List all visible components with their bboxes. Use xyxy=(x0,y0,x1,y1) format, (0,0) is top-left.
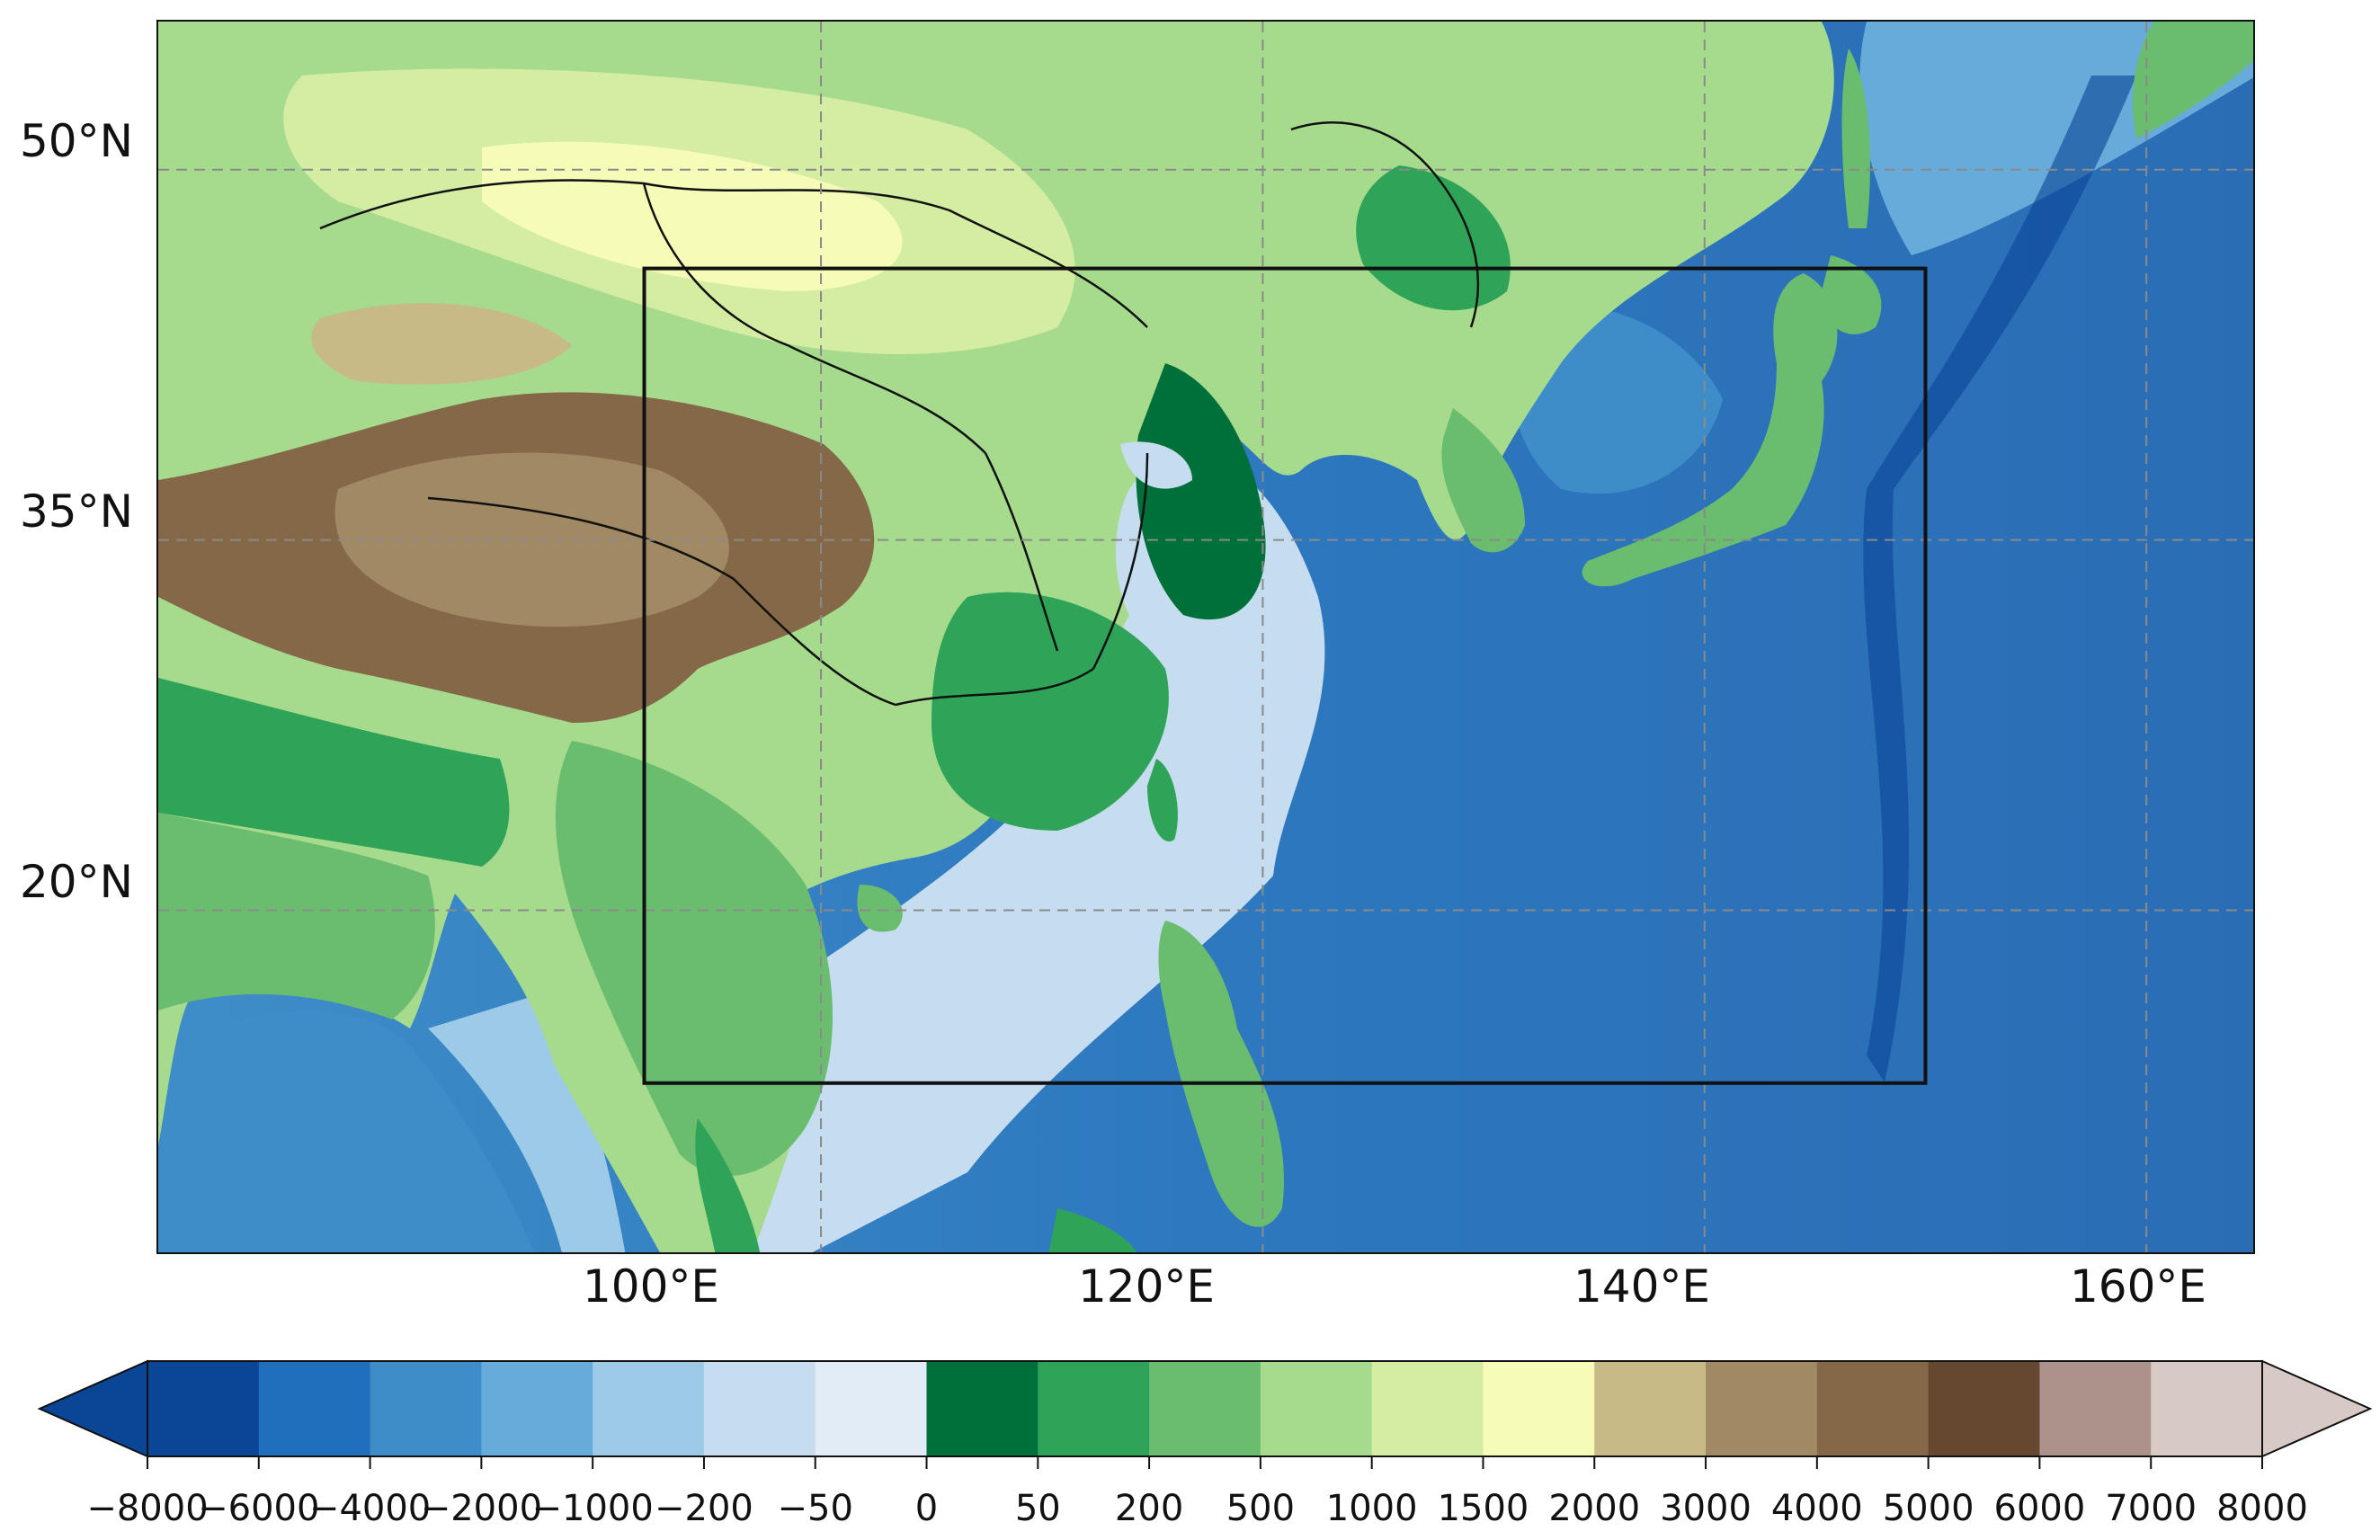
hokkaido xyxy=(1822,255,1882,334)
colorbar-tick-label: 200 xyxy=(1114,1488,1184,1529)
korean-peninsula xyxy=(1441,408,1525,553)
colorbar-segment xyxy=(1038,1361,1150,1456)
gobi-desert xyxy=(482,141,903,291)
lon-label-140e: 140°E xyxy=(1573,1260,1711,1313)
colorbar-tick-label: 3000 xyxy=(1660,1488,1752,1529)
lon-label-100e: 100°E xyxy=(582,1260,720,1313)
map-panel xyxy=(156,20,2255,1254)
pacific-trench xyxy=(1863,76,2136,1082)
colorbar-segment xyxy=(1816,1361,1930,1456)
colorbar-segment xyxy=(1149,1361,1261,1456)
lat-label-50n: 50°N xyxy=(20,115,134,167)
colorbar-segment xyxy=(370,1361,482,1456)
colorbar-segment xyxy=(593,1361,705,1456)
india xyxy=(158,813,435,1019)
colorbar-tick-label: −50 xyxy=(777,1488,853,1529)
colorbar-tick-label: 2000 xyxy=(1548,1488,1641,1529)
colorbar-segment xyxy=(2039,1361,2152,1456)
colorbar-segment xyxy=(1371,1361,1484,1456)
colorbar-segment xyxy=(258,1361,371,1456)
colorbar-tick-label: 0 xyxy=(914,1488,939,1529)
colorbar-segment xyxy=(481,1361,593,1456)
bay-of-bengal xyxy=(158,1011,535,1252)
colorbar-segment xyxy=(1260,1361,1373,1456)
kamchatka-tip xyxy=(2133,22,2253,138)
lon-label-120e: 120°E xyxy=(1077,1260,1216,1313)
tarim-basin xyxy=(311,303,572,385)
colorbar-segment xyxy=(1594,1361,1707,1456)
colorbar-tick-label: 6000 xyxy=(1993,1488,2086,1529)
colorbar-tick-label: 50 xyxy=(1014,1488,1061,1529)
plateau-core xyxy=(334,452,729,628)
colorbar-tick-label: −200 xyxy=(655,1488,753,1529)
colorbar-segment xyxy=(815,1361,928,1456)
manchuria-highlands xyxy=(1356,165,1511,311)
colorbar-tick-label: −4000 xyxy=(308,1488,432,1529)
colorbar-tick-label: −1000 xyxy=(531,1488,654,1529)
colorbar-tick-label: 4000 xyxy=(1770,1488,1863,1529)
gridlines xyxy=(158,22,2253,1252)
colorbar-segment xyxy=(147,1361,260,1456)
colorbar-tick-label: −8000 xyxy=(86,1488,209,1529)
north-china-plain xyxy=(1136,363,1266,620)
lat-label-35n: 35°N xyxy=(20,485,134,538)
colorbar-under-arrow xyxy=(37,1359,148,1458)
colorbar-tick-label: 7000 xyxy=(2105,1488,2197,1529)
japan-islands xyxy=(1582,273,1838,587)
borneo-tip xyxy=(1048,1208,1137,1252)
south-china-hills xyxy=(931,592,1169,831)
lon-label-160e: 160°E xyxy=(2069,1260,2207,1313)
inner-domain-box xyxy=(642,266,1928,1085)
colorbar-tick-label: 1500 xyxy=(1437,1488,1529,1529)
colorbar-tick-label: −6000 xyxy=(198,1488,320,1529)
malay-peninsula xyxy=(695,1118,761,1252)
colorbar-over-arrow xyxy=(2261,1359,2373,1458)
colorbar-segment xyxy=(1483,1361,1595,1456)
border-lines xyxy=(319,121,1480,707)
elevation-colorbar xyxy=(37,1359,2373,1469)
taiwan xyxy=(1147,759,1178,841)
colorbar-tick-label: −2000 xyxy=(420,1488,543,1529)
colorbar-segment xyxy=(1706,1361,1818,1456)
himalaya-south xyxy=(158,678,510,867)
indochina xyxy=(555,741,833,1176)
bohai-sea xyxy=(1120,441,1192,489)
colorbar-segment xyxy=(2151,1361,2263,1456)
colorbar-outline xyxy=(147,1360,2263,1457)
colorbar-tick-label: 500 xyxy=(1226,1488,1296,1529)
colorbar-segment xyxy=(1928,1361,2040,1456)
hainan xyxy=(857,885,903,932)
sakhalin xyxy=(1841,49,1870,228)
colorbar-segment xyxy=(703,1361,816,1456)
philippines xyxy=(1158,921,1284,1227)
shelf-sea xyxy=(686,408,1325,1252)
lat-label-20n: 20°N xyxy=(20,856,134,908)
colorbar-tick-label: 8000 xyxy=(2216,1488,2308,1529)
andaman-shelf xyxy=(428,993,626,1252)
colorbar-segment xyxy=(926,1361,1038,1456)
colorbar-tick-label: 1000 xyxy=(1325,1488,1418,1529)
topography-map xyxy=(158,22,2253,1252)
colorbar-tick-label: 5000 xyxy=(1882,1488,1974,1529)
